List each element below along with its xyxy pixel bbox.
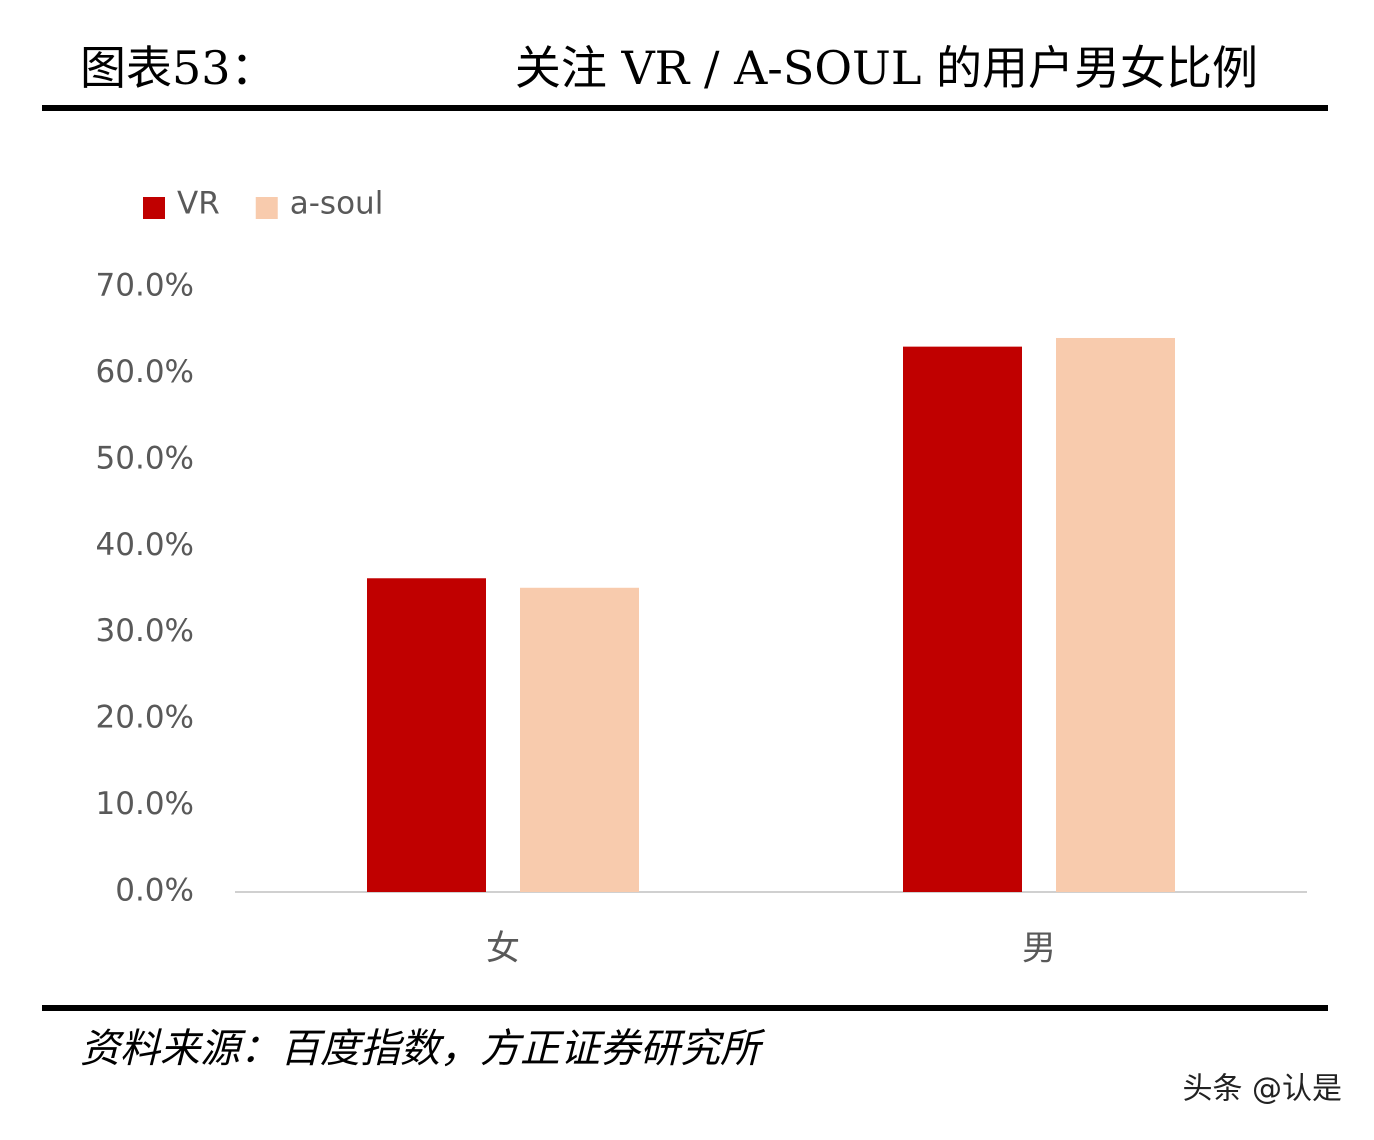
footer-rule <box>42 1005 1328 1011</box>
figure-label: 图表53： <box>80 41 277 95</box>
x-tick-label: 女 <box>486 929 520 969</box>
y-tick-label: 0.0% <box>115 873 194 909</box>
bar <box>520 587 639 892</box>
y-tick-label: 50.0% <box>96 440 194 476</box>
bar <box>367 578 486 892</box>
legend-label: VR <box>177 186 220 222</box>
watermark: 头条 @认是 <box>1182 1072 1342 1107</box>
chart-title: 关注 VR / A-SOUL 的用户男女比例 <box>515 41 1258 95</box>
y-tick-label: 20.0% <box>96 700 194 736</box>
legend-label: a-soul <box>290 186 384 222</box>
y-tick-label: 70.0% <box>96 268 194 304</box>
bar <box>903 346 1022 892</box>
y-tick-label: 60.0% <box>96 354 194 390</box>
x-tick-label: 男 <box>1022 929 1056 969</box>
y-tick-label: 10.0% <box>96 786 194 822</box>
legend-swatch <box>255 197 278 219</box>
legend-swatch <box>143 197 165 219</box>
y-tick-label: 40.0% <box>96 527 194 563</box>
y-tick-label: 30.0% <box>96 613 194 649</box>
header-rule <box>42 105 1328 111</box>
bar <box>1056 337 1175 892</box>
source-note: 资料来源：百度指数，方正证券研究所 <box>80 1026 766 1072</box>
